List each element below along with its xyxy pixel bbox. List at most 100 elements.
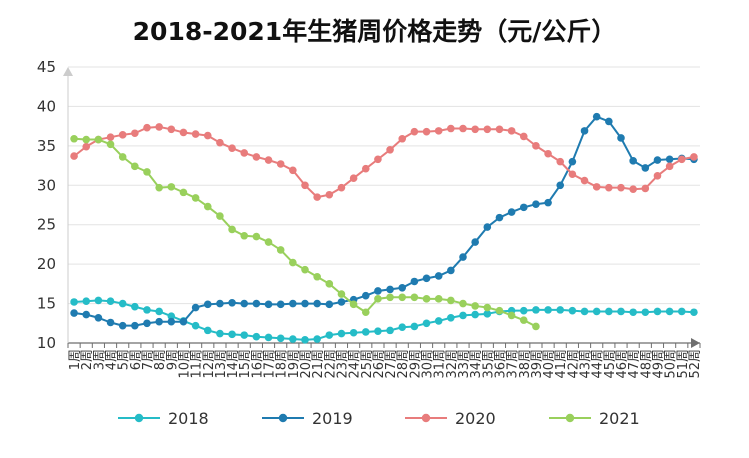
data-point-2018: [228, 330, 236, 339]
x-tick-label: 34周: [469, 349, 484, 379]
data-point-2020: [106, 133, 115, 141]
data-point-2020: [544, 149, 552, 158]
legend-item-2019[interactable]: 2019: [262, 409, 353, 428]
data-point-2021: [532, 322, 540, 331]
data-point-2019: [191, 303, 200, 312]
data-point-2021: [264, 238, 273, 246]
data-point-2019: [605, 117, 613, 126]
legend-label: 2021: [599, 409, 640, 428]
data-point-2019: [106, 318, 115, 327]
y-tick-label: 45: [37, 58, 56, 76]
x-tick-label: 26周: [372, 349, 387, 379]
data-point-2018: [592, 307, 601, 316]
data-point-2021: [483, 303, 492, 312]
data-point-2018: [434, 317, 443, 325]
x-tick-label: 52周: [688, 349, 703, 379]
x-tick-label: 20周: [299, 349, 314, 379]
x-axis-ticks: 1周2周3周4周5周6周7周8周9周10周11周12周13周14周15周16周1…: [68, 349, 703, 379]
legend-item-2021[interactable]: 2021: [549, 409, 640, 428]
data-point-2019: [361, 291, 370, 300]
data-point-2020: [641, 184, 650, 193]
x-tick-label: 46周: [615, 349, 630, 379]
data-point-2021: [131, 162, 139, 171]
data-point-2018: [690, 308, 698, 317]
x-axis-arrow-icon: [691, 338, 700, 348]
x-tick-label: 30周: [421, 349, 436, 379]
data-point-2021: [203, 202, 212, 211]
data-point-2020: [82, 142, 91, 151]
data-point-2020: [276, 160, 285, 168]
data-point-2019: [313, 299, 321, 308]
data-point-2020: [70, 152, 78, 160]
legend-label: 2020: [455, 409, 496, 428]
data-point-2020: [264, 156, 273, 164]
data-point-2019: [617, 134, 625, 142]
data-point-2018: [483, 310, 492, 318]
x-tick-label: 45周: [603, 349, 618, 379]
legend-item-2018[interactable]: 2018: [118, 409, 209, 428]
data-point-2019: [459, 253, 467, 261]
data-point-2021: [240, 231, 249, 240]
series: [70, 112, 698, 344]
data-point-2019: [434, 272, 443, 280]
data-point-2020: [131, 129, 139, 138]
data-point-2019: [580, 127, 589, 135]
grid-lines: [68, 66, 700, 305]
x-tick-label: 10周: [177, 349, 192, 379]
data-point-2020: [118, 131, 127, 139]
data-point-2018: [276, 334, 285, 343]
data-point-2021: [228, 225, 236, 234]
data-point-2021: [276, 246, 285, 254]
data-point-2020: [592, 183, 601, 191]
x-tick-label: 21周: [311, 349, 326, 379]
data-point-2021: [289, 258, 297, 267]
data-point-2018: [641, 308, 650, 317]
data-point-2019: [653, 156, 662, 164]
legend-marker: [421, 413, 431, 423]
data-point-2021: [252, 232, 261, 241]
data-point-2020: [349, 174, 358, 182]
x-tick-label: 47周: [627, 349, 642, 379]
x-tick-label: 31周: [433, 349, 448, 379]
data-point-2019: [665, 155, 674, 164]
data-point-2019: [203, 300, 212, 309]
x-tick-label: 8周: [153, 349, 168, 370]
data-point-2019: [167, 317, 176, 326]
data-point-2020: [155, 123, 163, 131]
data-point-2021: [507, 311, 516, 320]
x-tick-label: 13周: [214, 349, 229, 379]
data-point-2021: [106, 140, 115, 149]
data-point-2019: [228, 298, 236, 307]
data-point-2018: [422, 319, 431, 328]
data-point-2020: [301, 181, 309, 190]
x-tick-label: 35周: [481, 349, 496, 379]
x-tick-label: 2周: [80, 349, 95, 370]
data-point-2021: [495, 306, 504, 315]
data-point-2018: [203, 326, 212, 335]
legend-marker: [565, 413, 575, 423]
data-point-2021: [118, 153, 127, 161]
legend-item-2020[interactable]: 2020: [405, 409, 496, 428]
x-tick-label: 6周: [129, 349, 144, 370]
x-tick-label: 36周: [493, 349, 508, 379]
data-point-2018: [447, 313, 455, 322]
data-point-2019: [155, 317, 163, 326]
data-point-2020: [422, 127, 431, 136]
data-point-2020: [556, 157, 565, 166]
data-point-2019: [216, 299, 224, 308]
series-line-2019: [73, 115, 694, 327]
x-tick-label: 1周: [68, 349, 83, 370]
data-point-2018: [131, 302, 139, 311]
data-point-2018: [106, 297, 115, 306]
data-point-2019: [471, 238, 479, 246]
data-point-2019: [143, 319, 151, 328]
series-line-2018: [74, 299, 694, 341]
legend[interactable]: 2018 2019 2020 2021: [118, 409, 640, 428]
series-line-2021: [74, 137, 537, 328]
data-point-2020: [605, 183, 613, 192]
data-point-2019: [422, 274, 431, 283]
data-point-2020: [410, 127, 419, 136]
data-point-2021: [422, 295, 431, 303]
data-point-2020: [179, 128, 188, 137]
data-point-2020: [519, 132, 528, 141]
